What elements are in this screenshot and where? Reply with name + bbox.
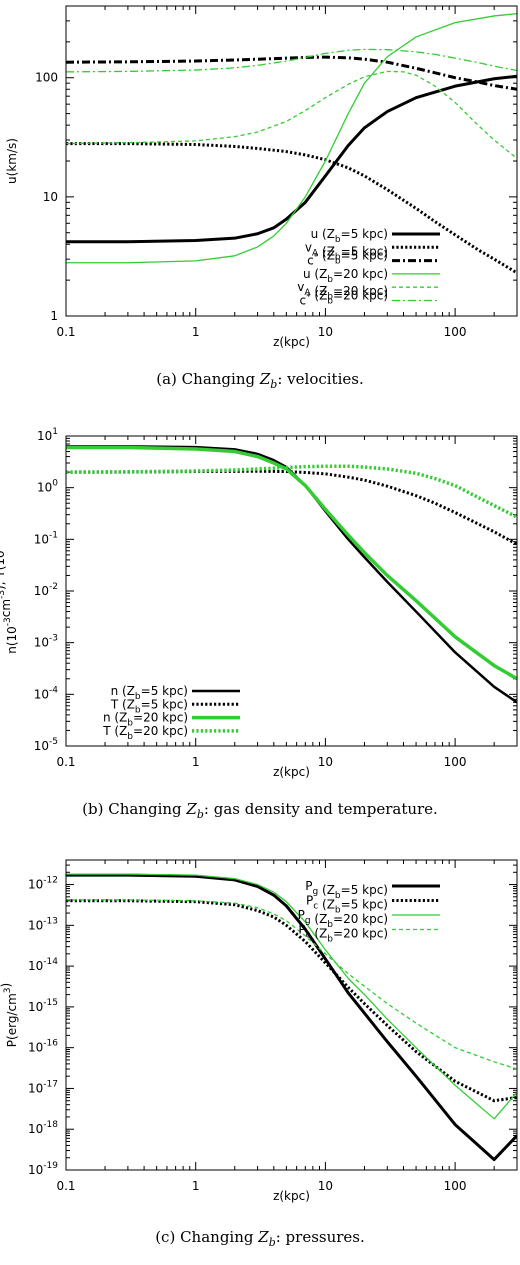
- series-line-2: [66, 445, 517, 681]
- series-line-1: [66, 142, 517, 275]
- series-line-3: [66, 13, 517, 264]
- plot-frame: [65, 435, 518, 747]
- x-axis-label: z(kpc): [273, 765, 310, 779]
- figure-caption: (a) Changing Zb: velocities.: [156, 370, 363, 391]
- x-tick-label: 100: [444, 1179, 467, 1193]
- legend-label: c* (Zb=20 kpc): [299, 289, 388, 308]
- legend-label: Pc (Zb=5 kpc): [306, 894, 388, 916]
- y-tick-label: 10-16: [28, 1039, 58, 1055]
- legend-label: Pg (Zb=5 kpc): [305, 879, 388, 901]
- x-tick-label: 10: [318, 755, 333, 769]
- y-tick-label: 10-4: [34, 685, 59, 701]
- y-tick-label: 10-12: [28, 876, 58, 892]
- legend-label: Pc (Zb=20 kpc): [298, 923, 388, 945]
- x-tick-label: 0.1: [56, 1179, 75, 1193]
- x-tick-label: 0.1: [56, 755, 75, 769]
- y-tick-label: 1: [50, 309, 58, 323]
- x-tick-label: 10: [318, 325, 333, 339]
- chart-pressures: 0.1 1 10 100 10-19 10-18 10-17 10-16 10-15 10-14 1…: [0, 859, 518, 1249]
- x-tick-label: 100: [444, 755, 467, 769]
- series-line-0: [66, 74, 517, 244]
- y-axis-label: P(erg/cm3): [0, 983, 19, 1047]
- y-tick-label: 10-5: [34, 737, 58, 753]
- series-line-1: [66, 899, 517, 1103]
- y-tick-label: 10-17: [28, 1079, 58, 1095]
- plot-frame: [65, 859, 518, 1171]
- y-axis-label: n(10-3cm-3), T(106 K): [0, 528, 19, 654]
- y-tick-label: 10-15: [28, 998, 58, 1014]
- chart-velocities: 0.1 1 10 100 1 10 100 u (Zb=5 kpc)vA (Zb=5 kpc)…: [5, 5, 518, 391]
- y-tick-label: 10-14: [28, 957, 58, 973]
- y-tick-label: 100: [37, 479, 58, 495]
- x-tick-label: 1: [192, 1179, 200, 1193]
- x-tick-label: 0.1: [56, 325, 75, 339]
- series-line-2: [66, 873, 517, 1120]
- x-axis-label: z(kpc): [273, 335, 310, 349]
- series-line-3: [66, 464, 517, 519]
- figure-caption: (c) Changing Zb: pressures.: [155, 1228, 365, 1249]
- legend-label: u (Zb=5 kpc): [311, 227, 388, 245]
- y-tick-label: 10-2: [34, 582, 58, 598]
- plot-frame: [65, 5, 518, 317]
- legend-label: n (Zb=5 kpc): [111, 684, 188, 702]
- series-line-0: [66, 445, 517, 704]
- x-tick-label: 10: [318, 1179, 333, 1193]
- legend-label: T (Zb=5 kpc): [110, 697, 188, 715]
- x-tick-label: 1: [192, 325, 200, 339]
- legend-label: c* (Zb=5 kpc): [307, 249, 388, 268]
- y-tick-label: 10-18: [28, 1120, 58, 1136]
- y-tick-label: 10-1: [34, 530, 58, 546]
- chart-density-temperature: 0.1 1 10 100 10-5 10-4 10-3 10-2 10-1 100 101 n (Zb…: [0, 427, 518, 821]
- x-tick-label: 100: [444, 325, 467, 339]
- series-line-2: [66, 55, 517, 91]
- legend-label: vA (Zb=20 kpc): [297, 280, 388, 302]
- series-line-0: [66, 873, 517, 1162]
- y-axis-label: u(km/s): [5, 138, 19, 184]
- y-tick-label: 10-3: [34, 634, 58, 650]
- y-tick-label: 101: [37, 427, 58, 443]
- legend-label: u (Zb=20 kpc): [303, 267, 388, 285]
- legend-label: vA (Zb=5 kpc): [305, 240, 388, 262]
- legend-label: T (Zb=20 kpc): [102, 724, 188, 742]
- legend-label: Pg (Zb=20 kpc): [298, 908, 388, 930]
- y-tick-label: 10: [43, 190, 58, 204]
- x-tick-label: 1: [192, 755, 200, 769]
- x-axis-label: z(kpc): [273, 1189, 310, 1203]
- y-tick-label: 10-19: [28, 1161, 58, 1177]
- figure-caption: (b) Changing Zb: gas density and tempera…: [82, 800, 438, 821]
- series-line-5: [66, 48, 517, 73]
- series-line-3: [66, 899, 517, 1070]
- series-line-4: [66, 70, 517, 159]
- y-tick-label: 100: [35, 71, 58, 85]
- legend-label: n (Zb=20 kpc): [103, 711, 188, 729]
- y-tick-label: 10-13: [28, 916, 58, 932]
